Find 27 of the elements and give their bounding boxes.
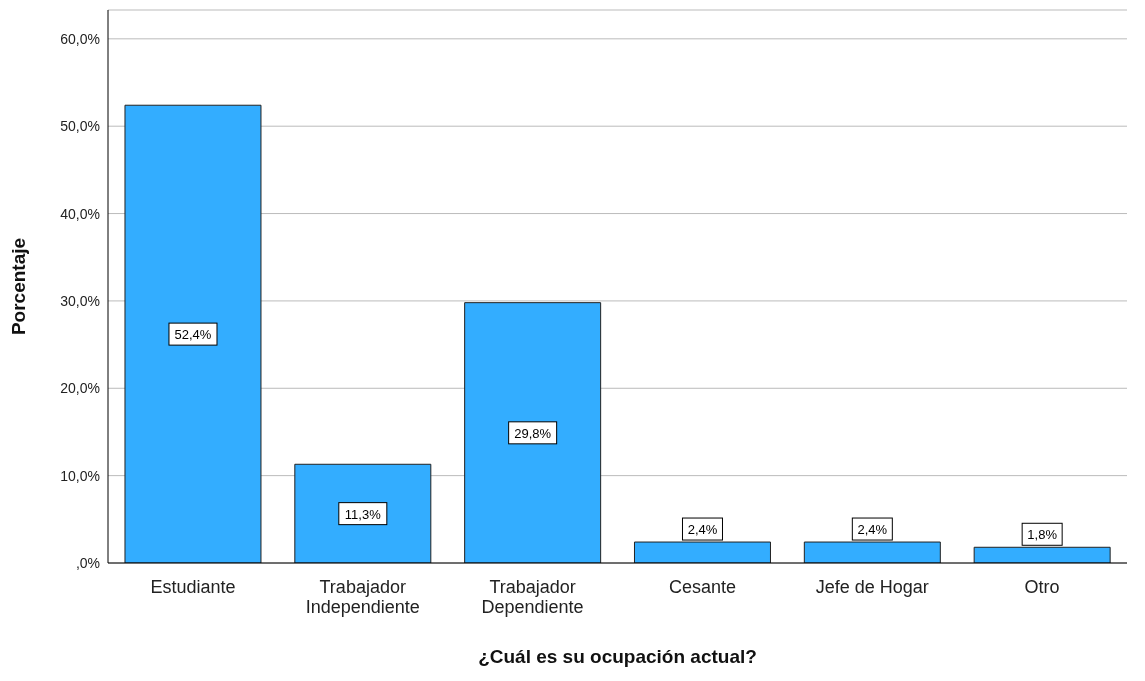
y-axis-title: Porcentaje: [7, 237, 29, 336]
y-tick-label: 20,0%: [60, 380, 100, 397]
x-tick-label: Otro: [1024, 577, 1060, 597]
data-label: 1,8%: [1027, 527, 1058, 543]
x-tick-label: Jefe de Hogar: [815, 577, 929, 597]
x-tick-label: Trabajador Independiente: [305, 577, 420, 617]
bar: [464, 302, 602, 563]
bar: [803, 541, 941, 563]
x-tick-label: Cesante: [668, 577, 736, 597]
y-tick-label: 10,0%: [60, 467, 100, 484]
y-tick-label: 60,0%: [60, 30, 100, 47]
y-tick-label: 40,0%: [60, 205, 100, 222]
y-tick-label: ,0%: [75, 554, 100, 571]
bar: [633, 541, 771, 563]
x-tick-label: Trabajador Dependiente: [481, 577, 584, 617]
x-axis-title: ¿Cuál es su ocupación actual?: [478, 646, 757, 667]
data-label: 52,4%: [174, 327, 212, 343]
bar: [973, 546, 1111, 563]
bar: [124, 104, 262, 563]
data-label: 2,4%: [687, 522, 718, 538]
data-label: 11,3%: [344, 506, 382, 522]
y-tick-label: 50,0%: [60, 118, 100, 135]
bar: [294, 463, 432, 563]
y-tick-label: 30,0%: [60, 292, 100, 309]
data-label: 2,4%: [857, 522, 888, 538]
x-tick-label: Estudiante: [150, 577, 236, 597]
data-label: 29,8%: [514, 425, 552, 441]
